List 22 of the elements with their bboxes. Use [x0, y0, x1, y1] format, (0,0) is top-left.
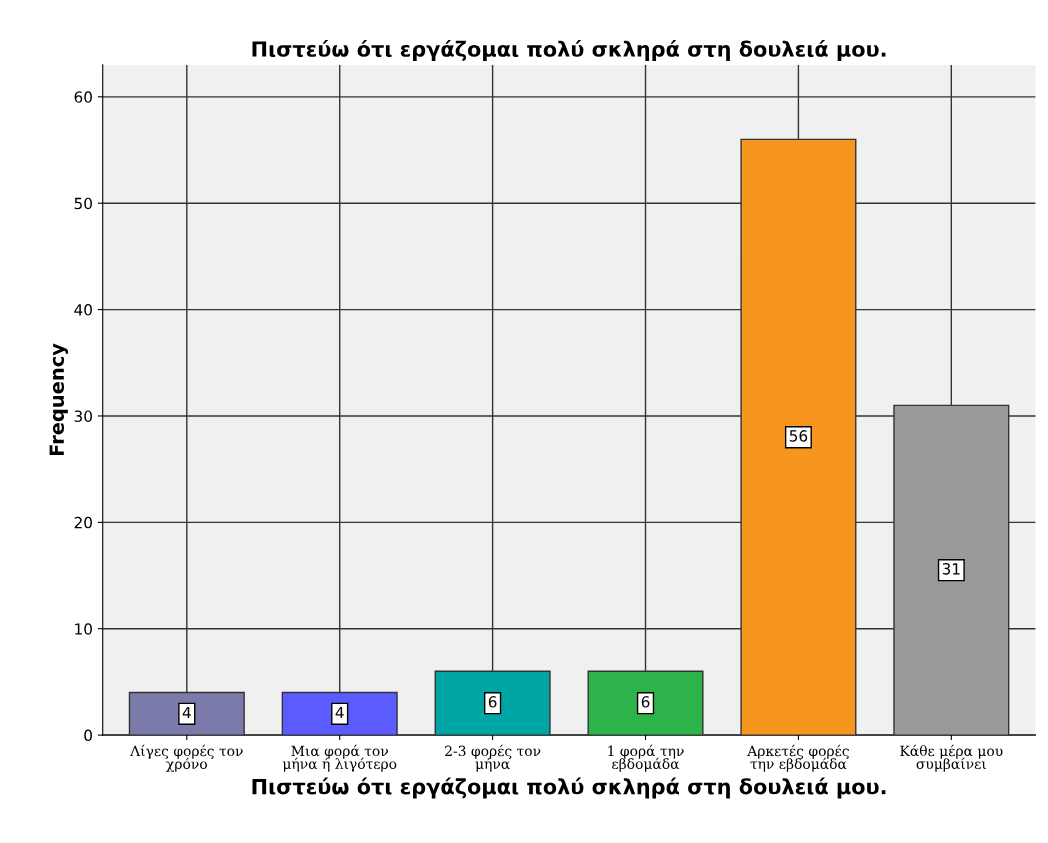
data-label: 4 [182, 706, 191, 719]
x-tick-label: Μια φορά τον μήνα ή λιγότερο [282, 744, 397, 772]
y-axis-title: Frequency [49, 343, 68, 456]
y-tick-label: 20 [74, 516, 92, 529]
y-tick-label: 50 [74, 197, 92, 210]
y-tick-label: 40 [74, 304, 92, 316]
data-label: 56 [789, 430, 808, 442]
chart-title: Πιστεύω ότι εργάζομαι πολύ σκληρά στη δουλειά μου. [252, 39, 886, 61]
y-tick-label: 60 [74, 91, 92, 103]
x-axis-title: Πιστεύω ότι εργάζομαι πολύ σκληρά στη δουλειά μου. [252, 777, 886, 799]
data-label: 4 [335, 706, 344, 719]
x-tick-label: 1 φορά την εβδομάδα [608, 744, 684, 772]
y-tick-label: 30 [74, 410, 92, 422]
x-tick-label: Αρκετές φορές την εβδομάδα [747, 744, 849, 772]
data-label: 6 [488, 696, 497, 708]
y-tick-label: 10 [75, 623, 92, 635]
data-label: 6 [641, 696, 650, 708]
x-tick-label: Λίγες φορές τον χρόνο [130, 744, 243, 772]
data-label: 31 [942, 563, 960, 575]
x-tick-label: 2-3 φορές τον μήνα [445, 744, 541, 772]
y-tick-label: 0 [84, 729, 92, 742]
x-tick-label: Κάθε μέρα μου συμβαίνει [900, 744, 1003, 772]
